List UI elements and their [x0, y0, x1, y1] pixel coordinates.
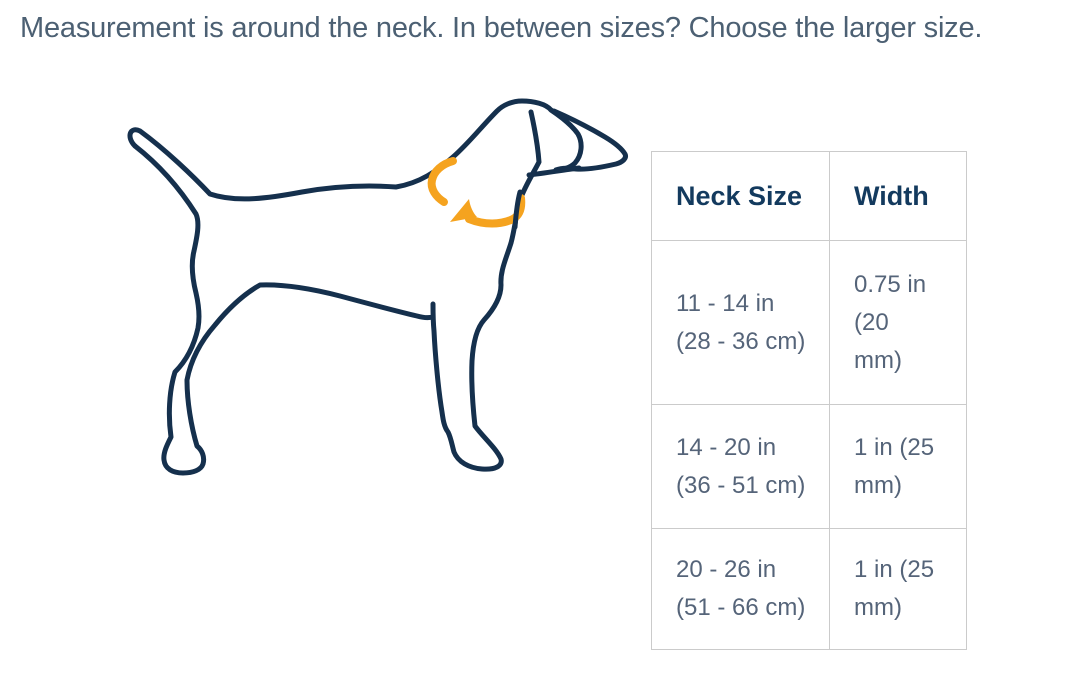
width-column-header: Width — [829, 151, 967, 241]
table-row: 14 - 20 in (36 - 51 cm) 1 in (25 mm) — [651, 404, 967, 529]
collar-arc-bottom — [465, 194, 526, 228]
neck-size-column-header: Neck Size — [651, 151, 830, 241]
width-cell: 1 in (25 mm) — [829, 404, 967, 529]
table-row: 20 - 26 in (51 - 66 cm) 1 in (25 mm) — [651, 528, 967, 650]
neck-size-cell: 14 - 20 in (36 - 51 cm) — [651, 404, 830, 529]
dog-hind-belly-outline-path — [132, 143, 436, 476]
dog-illustration — [127, 98, 628, 476]
size-table-header-row: Neck Size Width — [651, 151, 967, 241]
width-cell: 0.75 in (20 mm) — [829, 240, 967, 405]
collar-arc-left — [427, 157, 457, 206]
table-row: 11 - 14 in (28 - 36 cm) 0.75 in (20 mm) — [651, 240, 967, 405]
page-title: Measurement is around the neck. In betwe… — [20, 12, 983, 44]
dog-back-head-outline-path — [127, 98, 584, 202]
width-cell: 1 in (25 mm) — [829, 528, 967, 650]
size-table: Neck Size Width 11 - 14 in (28 - 36 cm) … — [651, 151, 967, 650]
collar-arrowhead-icon — [450, 199, 477, 222]
neck-size-cell: 20 - 26 in (51 - 66 cm) — [651, 528, 830, 650]
neck-size-cell: 11 - 14 in (28 - 36 cm) — [651, 240, 830, 405]
dog-throat-overlay-path — [512, 189, 523, 230]
